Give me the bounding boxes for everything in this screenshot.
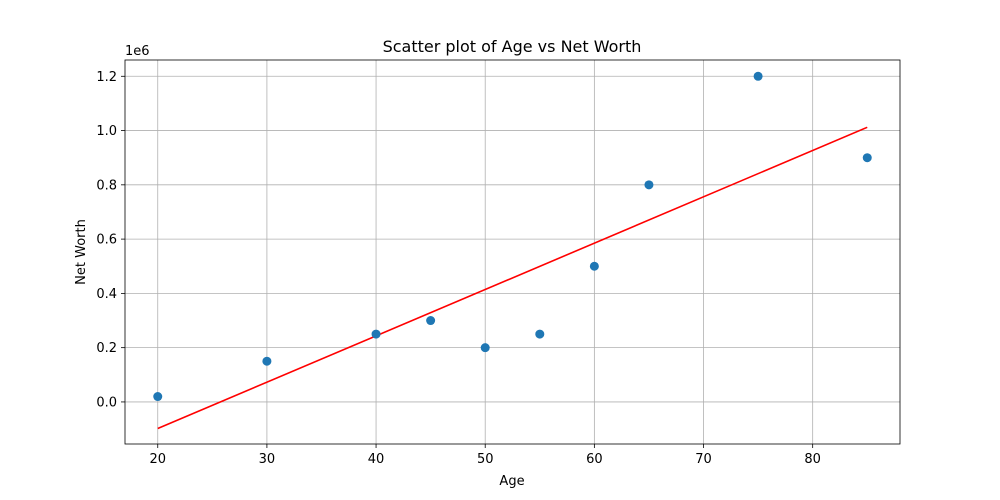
data-point xyxy=(753,71,763,81)
data-point xyxy=(862,153,872,163)
y-tick-label: 1.2 xyxy=(96,70,117,85)
grid xyxy=(125,60,900,444)
x-tick-label: 20 xyxy=(149,452,166,467)
data-point xyxy=(153,392,163,402)
x-tick-label: 30 xyxy=(259,452,276,467)
y-tick-label: 0.4 xyxy=(96,287,117,302)
x-tick-label: 80 xyxy=(804,452,821,467)
data-point xyxy=(262,356,272,366)
y-tick-label: 0.8 xyxy=(96,178,117,193)
x-tick-label: 40 xyxy=(368,452,385,467)
x-axis-ticks: 20 30 40 50 60 70 80 xyxy=(149,444,821,467)
plot-frame xyxy=(124,59,901,445)
x-tick-label: 70 xyxy=(695,452,712,467)
y-axis-ticks: 0.0 0.2 0.4 0.6 0.8 1.0 1.2 xyxy=(96,70,125,410)
y-axis-label: Net Worth xyxy=(74,219,89,285)
y-tick-label: 0.0 xyxy=(96,395,117,410)
points-layer xyxy=(153,71,872,402)
y-axis-offset-text: 1e6 xyxy=(125,44,150,59)
data-point xyxy=(535,329,545,339)
x-tick-label: 50 xyxy=(477,452,494,467)
y-tick-label: 0.2 xyxy=(96,341,117,356)
data-point xyxy=(589,261,599,271)
chart-title: Scatter plot of Age vs Net Worth xyxy=(383,37,642,56)
data-point xyxy=(371,329,381,339)
x-tick-label: 60 xyxy=(586,452,603,467)
trendline xyxy=(157,126,868,430)
data-point xyxy=(426,316,436,326)
data-point xyxy=(480,343,490,353)
trendline-layer xyxy=(157,126,868,430)
y-tick-label: 1.0 xyxy=(96,124,117,139)
data-point xyxy=(644,180,654,190)
x-axis-label: Age xyxy=(499,474,524,489)
y-tick-label: 0.6 xyxy=(96,233,117,248)
